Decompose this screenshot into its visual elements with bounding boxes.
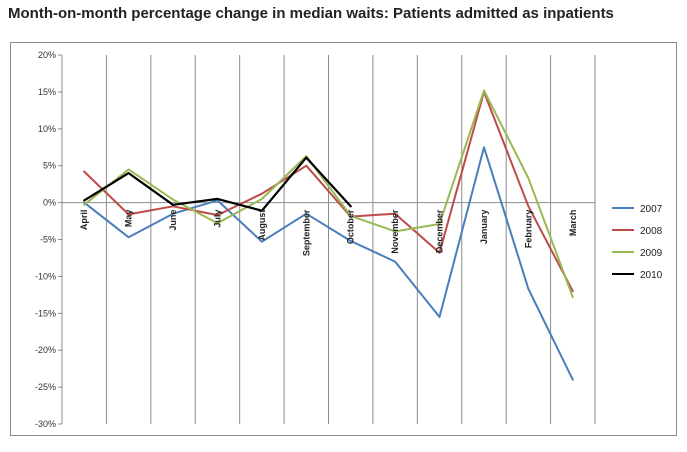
y-tick-label: -25% <box>35 382 56 392</box>
category-label: July <box>212 210 222 228</box>
chart-title: Month-on-month percentage change in medi… <box>8 5 614 22</box>
y-tick-label: -20% <box>35 345 56 355</box>
category-label: April <box>79 210 89 231</box>
y-tick-label: 20% <box>38 50 56 60</box>
chart-frame <box>10 42 677 436</box>
y-tick-label: -15% <box>35 308 56 318</box>
y-tick-label: 0% <box>43 198 56 208</box>
legend: 2007 2008 2009 2010 <box>612 204 663 281</box>
series-lines <box>83 89 574 381</box>
category-label: September <box>301 209 311 256</box>
category-label: May <box>124 210 134 228</box>
legend-label-2009: 2009 <box>640 248 663 259</box>
x-axis-categories: April May June July August September October No… <box>79 209 578 256</box>
y-axis-ticks: 20% 15% 10% 5% 0% -5% -10% -15% -20% -25% -30% <box>35 50 62 429</box>
legend-label-2007: 2007 <box>640 204 663 215</box>
legend-label-2008: 2008 <box>640 226 663 237</box>
y-tick-label: 5% <box>43 161 56 171</box>
series-line-2008 <box>83 90 574 293</box>
category-label: February <box>523 210 533 249</box>
category-label: August <box>257 210 267 241</box>
y-tick-label: -10% <box>35 271 56 281</box>
category-label: December <box>435 209 445 253</box>
series-line-2007 <box>83 146 574 381</box>
y-tick-label: 10% <box>38 124 56 134</box>
series-line-2010 <box>83 156 352 212</box>
gridlines <box>61 55 596 424</box>
category-label: June <box>168 210 178 231</box>
category-label: January <box>479 210 489 245</box>
category-label: November <box>390 209 400 254</box>
category-label: October <box>346 209 356 244</box>
y-tick-label: 15% <box>38 87 56 97</box>
y-tick-label: -5% <box>40 235 56 245</box>
y-tick-label: -30% <box>35 419 56 429</box>
series-line-2009 <box>83 89 574 299</box>
legend-label-2010: 2010 <box>640 270 663 281</box>
category-label: March <box>568 210 578 237</box>
